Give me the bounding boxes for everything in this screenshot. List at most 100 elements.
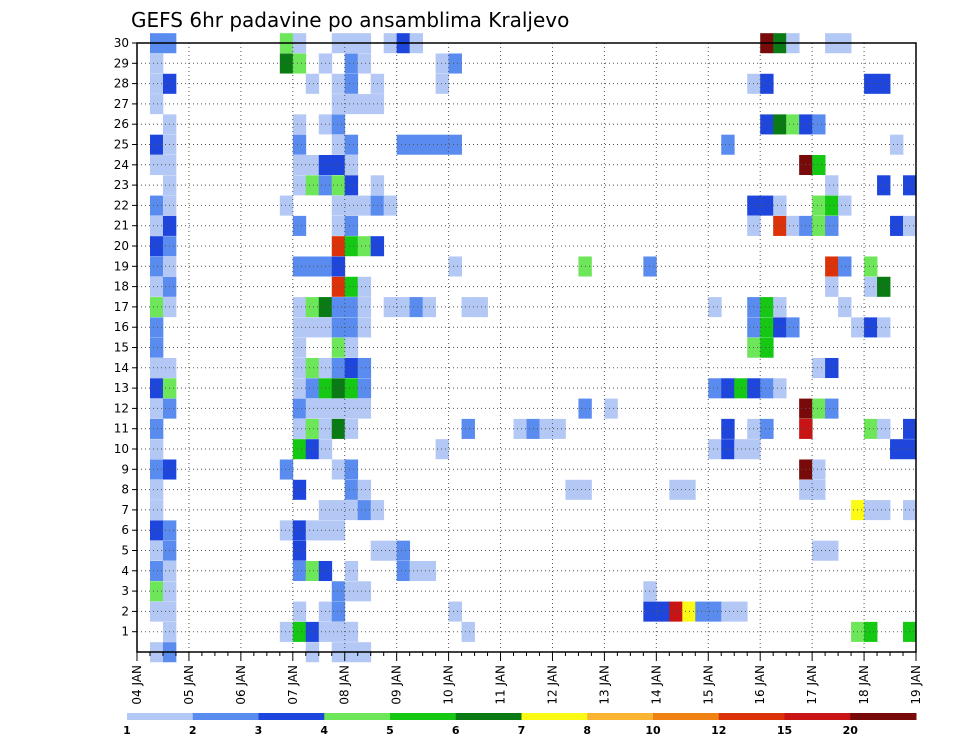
heatmap-cell <box>357 378 372 399</box>
heatmap-cell <box>149 479 164 500</box>
colorbar-tick-label: 15 <box>777 724 792 737</box>
heatmap-cell <box>825 175 839 196</box>
heatmap-cell <box>539 418 553 439</box>
heatmap-cell <box>812 459 826 480</box>
heatmap-cell <box>331 378 346 399</box>
colorbar-swatch <box>258 713 325 720</box>
x-tick-label: 08 JAN <box>338 665 352 705</box>
heatmap-cell <box>383 540 398 561</box>
x-tick-label: 10 JAN <box>442 665 456 705</box>
heatmap-cell <box>721 378 735 399</box>
heatmap-cell <box>292 175 307 196</box>
heatmap-cell <box>331 215 346 236</box>
colorbar-swatch <box>455 713 522 720</box>
heatmap-cell <box>513 418 527 439</box>
heatmap-cell <box>292 256 307 277</box>
heatmap-cell <box>877 500 891 521</box>
heatmap-cell <box>292 378 307 399</box>
heatmap-cell <box>292 134 307 155</box>
heatmap-cell <box>864 500 878 521</box>
heatmap-cell <box>305 439 320 460</box>
heatmap-cell <box>864 418 878 439</box>
y-tick-label: 22 <box>114 198 129 212</box>
x-tick-label: 09 JAN <box>390 665 404 705</box>
heatmap-cell <box>344 398 359 419</box>
x-tick-label: 12 JAN <box>545 665 559 705</box>
heatmap-cell <box>344 418 359 439</box>
heatmap-cell <box>331 175 346 196</box>
heatmap-cell <box>292 601 307 622</box>
heatmap-cell <box>786 317 800 338</box>
heatmap-cell <box>344 337 359 358</box>
heatmap-cell <box>149 520 164 541</box>
heatmap-cell <box>292 357 307 379</box>
y-tick-label: 18 <box>114 280 129 294</box>
heatmap-cells <box>149 33 917 663</box>
x-tick-label: 17 JAN <box>805 665 819 705</box>
heatmap-cell <box>279 53 294 74</box>
heatmap-cell <box>344 479 359 500</box>
heatmap-cell <box>149 581 164 602</box>
heatmap-cell <box>344 459 359 480</box>
heatmap-cell <box>331 398 346 419</box>
heatmap-cell <box>877 317 891 338</box>
heatmap-cell <box>643 256 657 277</box>
heatmap-cell <box>760 73 774 94</box>
x-tick-label: 16 JAN <box>753 665 767 705</box>
heatmap-cell <box>734 378 748 399</box>
heatmap-cell <box>331 357 346 379</box>
chart-title: GEFS 6hr padavine po ansamblima Kraljevo <box>131 8 569 32</box>
y-tick-label: 16 <box>114 320 129 334</box>
heatmap-cell <box>149 560 164 582</box>
heatmap-cell <box>812 540 826 561</box>
colorbar-tick-label: 20 <box>843 724 859 737</box>
heatmap-cell <box>708 439 722 460</box>
heatmap-cell <box>149 94 164 115</box>
heatmap-cell <box>864 317 878 338</box>
heatmap-cell <box>812 195 826 216</box>
heatmap-cell <box>825 398 839 419</box>
heatmap-cell <box>721 439 735 460</box>
heatmap-cell <box>344 276 359 297</box>
heatmap-cell <box>292 560 307 582</box>
heatmap-cell <box>331 256 346 277</box>
heatmap-cell <box>344 195 359 216</box>
heatmap-cell <box>552 418 566 439</box>
heatmap-cell <box>357 236 372 257</box>
heatmap-cell <box>279 459 294 480</box>
colorbar-swatch <box>521 713 588 720</box>
heatmap-cell <box>643 581 657 602</box>
heatmap-cell <box>305 621 320 642</box>
heatmap-cell <box>812 215 826 236</box>
heatmap-cell <box>344 53 359 74</box>
x-axis: 04 JAN 05 JAN 06 JAN 07 JAN 08 JAN 09 JAN 10 J… <box>130 652 923 705</box>
heatmap-cell <box>357 53 372 74</box>
heatmap-cell <box>721 418 735 439</box>
heatmap-cell <box>721 601 735 622</box>
heatmap-cell <box>773 215 787 236</box>
heatmap-cell <box>786 215 800 236</box>
heatmap-cell <box>149 540 164 561</box>
heatmap-cell <box>305 520 320 541</box>
heatmap-cell <box>149 276 164 297</box>
y-tick-label: 12 <box>114 401 129 415</box>
heatmap-cell <box>149 398 164 419</box>
heatmap-cell <box>331 621 346 642</box>
heatmap-cell <box>435 73 449 94</box>
heatmap-cell <box>760 337 774 358</box>
heatmap-cell <box>877 418 891 439</box>
heatmap-cell <box>344 134 359 155</box>
heatmap-cell <box>812 479 826 500</box>
heatmap-cell <box>721 134 735 155</box>
heatmap-cell <box>461 418 475 439</box>
y-tick-label: 21 <box>114 219 129 233</box>
heatmap-cell <box>409 297 424 318</box>
heatmap-cell <box>149 317 164 338</box>
heatmap-cell <box>864 256 878 277</box>
colorbar-tick-label: 10 <box>645 724 661 737</box>
heatmap-cell <box>864 73 878 94</box>
heatmap-cell <box>344 297 359 318</box>
heatmap-cell <box>825 540 839 561</box>
colorbar-tick-label: 5 <box>386 724 394 737</box>
